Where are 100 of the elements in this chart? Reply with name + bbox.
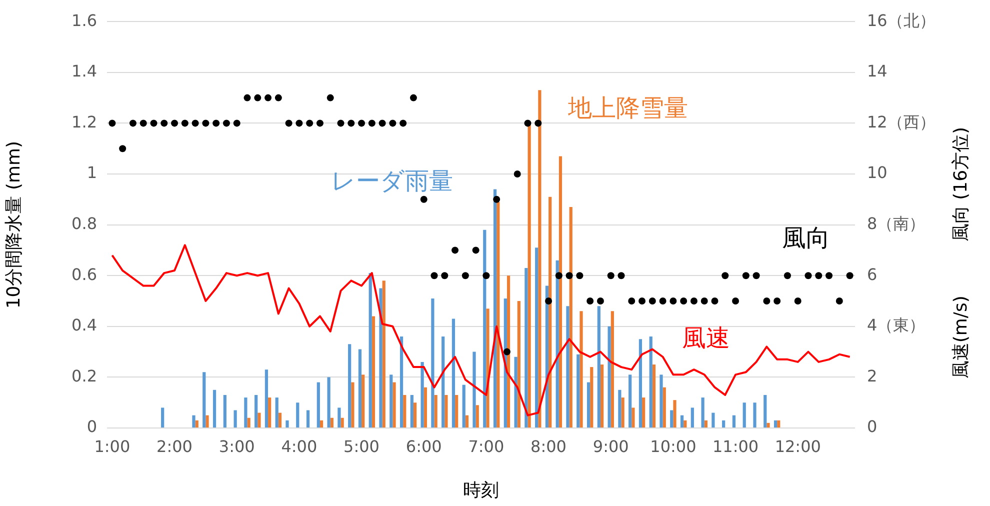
bar (476, 405, 479, 428)
x-tick-label: 7:00 (468, 436, 504, 456)
bar (410, 394, 414, 428)
bar (316, 382, 320, 428)
bar (247, 418, 250, 428)
bar (254, 394, 258, 428)
bar (348, 344, 352, 428)
bar (610, 311, 614, 428)
bar (597, 306, 600, 428)
bar (586, 382, 590, 428)
bar (712, 412, 715, 428)
y2-tick-label: 2 (867, 366, 878, 386)
bar (514, 356, 518, 428)
bar (306, 410, 310, 428)
y2-tick-label: 12（西） (867, 112, 936, 132)
bar (680, 415, 684, 428)
bar (206, 415, 209, 428)
bar (420, 362, 424, 428)
bar (722, 420, 726, 428)
bar (774, 420, 778, 428)
bar (192, 415, 196, 428)
bar (524, 268, 528, 428)
y-tick-label: 0.2 (72, 366, 97, 386)
y-tick-label: 1.4 (72, 62, 97, 81)
bar (424, 387, 427, 428)
bar (452, 318, 456, 428)
y2-tick-label: 6 (867, 264, 878, 284)
bar (340, 418, 344, 428)
bar (642, 398, 646, 428)
bar (320, 420, 324, 428)
bar (673, 400, 676, 428)
bar (368, 273, 372, 428)
bar (764, 394, 767, 428)
bar (600, 364, 604, 428)
y-tick-label: 0.6 (72, 264, 97, 284)
bar (278, 412, 282, 428)
bar (638, 339, 642, 428)
bar (701, 398, 704, 428)
y2-axis-title: 風速(m/s) 風向 (16方位) (950, 126, 972, 379)
bar (351, 382, 354, 428)
y2-tick-label: 16（北） (867, 10, 936, 30)
y-tick-label: 0 (86, 417, 97, 436)
bar (390, 374, 393, 428)
x-tick-label: 8:00 (530, 436, 566, 456)
bar (766, 422, 770, 428)
bar (223, 394, 226, 428)
x-tick-label: 10:00 (650, 436, 696, 456)
bar (621, 398, 624, 428)
bar (652, 364, 656, 428)
bar (462, 384, 466, 428)
y-tick-label: 0.8 (72, 214, 97, 233)
bar (670, 410, 674, 428)
bar (264, 370, 268, 428)
bar (296, 402, 300, 428)
bar (286, 420, 289, 428)
bar (275, 398, 278, 428)
y2-tick-label: 4（東） (867, 316, 926, 335)
bar (576, 354, 580, 428)
bar (202, 372, 206, 428)
bar (465, 415, 469, 428)
bar (632, 408, 635, 428)
bar (338, 408, 341, 428)
x-tick-label: 3:00 (218, 436, 255, 456)
bar (258, 412, 261, 428)
bar (382, 280, 386, 428)
x-tick-label: 11:00 (712, 436, 759, 456)
bar (268, 398, 272, 428)
y2-tick-label: 10 (867, 163, 888, 182)
x-tick-label: 9:00 (592, 436, 629, 456)
bar (649, 336, 652, 428)
bar (244, 398, 248, 428)
series-label: 地上降雪量 (567, 94, 688, 122)
bar (753, 402, 756, 428)
bar (212, 390, 216, 428)
bar (566, 306, 570, 428)
bar (379, 288, 382, 428)
series-label: 風向 (782, 224, 830, 252)
bar (580, 311, 583, 428)
bar (444, 394, 448, 428)
x-tick-label: 2:00 (156, 436, 192, 456)
bar (392, 382, 396, 428)
bar (777, 420, 780, 428)
bar (535, 248, 538, 428)
y2-tick-label: 0 (867, 417, 878, 436)
x-tick-label: 5:00 (344, 436, 380, 456)
bar (434, 394, 438, 428)
x-tick-label: 12:00 (774, 436, 821, 456)
bar (362, 374, 365, 428)
bar (413, 402, 417, 428)
x-tick-label: 4:00 (281, 436, 318, 456)
bar (660, 374, 663, 428)
y-tick-label: 1.2 (72, 112, 97, 132)
bar (628, 374, 632, 428)
x-tick-label: 6:00 (406, 436, 442, 456)
bar (742, 402, 746, 428)
bar (517, 301, 520, 428)
bar (400, 336, 404, 428)
bar (618, 390, 622, 428)
x-tick-label: 1:00 (94, 436, 130, 456)
y-tick-label: 1 (86, 163, 97, 182)
